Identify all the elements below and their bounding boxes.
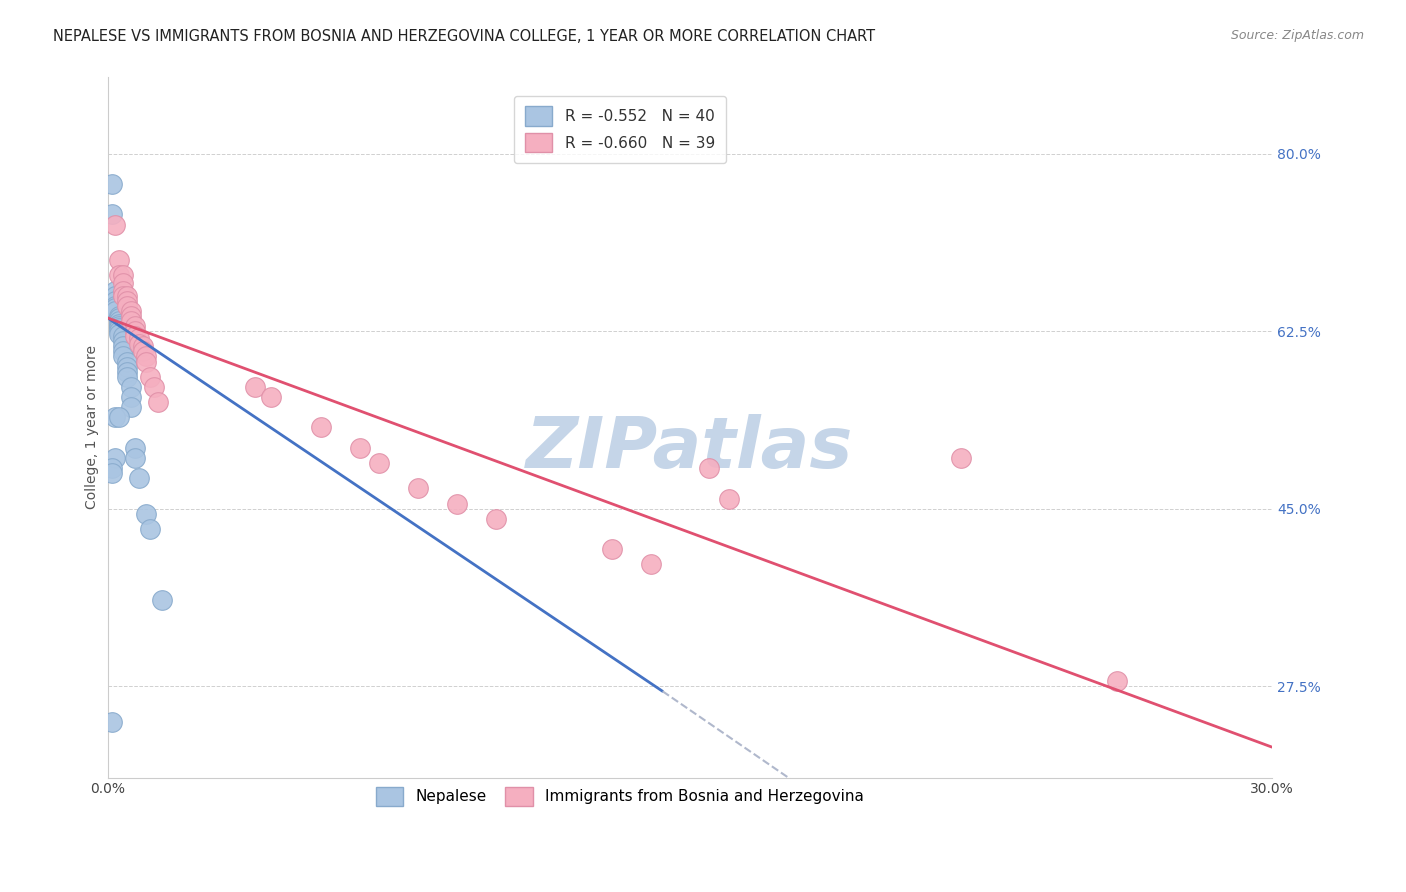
Point: [108, 317, 131, 331]
Point: [120, 401, 142, 415]
Point: [104, 301, 127, 315]
Point: [135, 507, 157, 521]
Point: [717, 491, 740, 506]
Point: [485, 512, 508, 526]
Point: [112, 277, 135, 291]
Point: [950, 450, 973, 465]
Text: NEPALESE VS IMMIGRANTS FROM BOSNIA AND HERZEGOVINA COLLEGE, 1 YEAR OR MORE CORRE: NEPALESE VS IMMIGRANTS FROM BOSNIA AND H…: [53, 29, 876, 44]
Point: [104, 293, 127, 308]
Point: [368, 456, 391, 470]
Point: [128, 471, 150, 485]
Point: [115, 288, 138, 302]
Point: [600, 542, 623, 557]
Point: [115, 365, 138, 379]
Point: [146, 395, 169, 409]
Point: [100, 466, 122, 480]
Point: [115, 354, 138, 368]
Point: [120, 303, 142, 318]
Point: [104, 288, 127, 302]
Point: [135, 354, 157, 368]
Point: [128, 337, 150, 351]
Point: [131, 339, 153, 353]
Point: [108, 324, 131, 338]
Point: [104, 299, 127, 313]
Point: [108, 310, 131, 325]
Point: [100, 714, 122, 729]
Point: [697, 461, 720, 475]
Point: [139, 522, 162, 536]
Point: [108, 309, 131, 323]
Point: [108, 268, 131, 283]
Point: [112, 268, 135, 283]
Point: [112, 339, 135, 353]
Point: [100, 177, 122, 191]
Point: [120, 390, 142, 404]
Point: [135, 350, 157, 364]
Point: [124, 441, 146, 455]
Point: [108, 410, 131, 425]
Point: [124, 450, 146, 465]
Point: [112, 344, 135, 359]
Text: ZIPatlas: ZIPatlas: [526, 414, 853, 483]
Point: [112, 284, 135, 298]
Point: [112, 288, 135, 302]
Point: [115, 369, 138, 384]
Point: [112, 334, 135, 349]
Point: [108, 314, 131, 328]
Point: [104, 410, 127, 425]
Point: [139, 369, 162, 384]
Point: [243, 380, 266, 394]
Point: [124, 319, 146, 334]
Point: [131, 344, 153, 359]
Point: [100, 207, 122, 221]
Point: [120, 309, 142, 323]
Point: [309, 420, 332, 434]
Point: [112, 350, 135, 364]
Point: [104, 284, 127, 298]
Point: [104, 218, 127, 232]
Point: [115, 293, 138, 308]
Legend: Nepalese, Immigrants from Bosnia and Herzegovina: Nepalese, Immigrants from Bosnia and Her…: [367, 778, 873, 815]
Point: [100, 461, 122, 475]
Point: [349, 441, 371, 455]
Point: [104, 450, 127, 465]
Point: [124, 324, 146, 338]
Point: [120, 314, 142, 328]
Point: [108, 321, 131, 335]
Text: Source: ZipAtlas.com: Source: ZipAtlas.com: [1230, 29, 1364, 42]
Point: [124, 329, 146, 343]
Point: [446, 497, 468, 511]
Point: [406, 482, 429, 496]
Point: [115, 359, 138, 374]
Point: [128, 331, 150, 345]
Point: [115, 299, 138, 313]
Point: [104, 303, 127, 318]
Point: [108, 319, 131, 334]
Point: [112, 329, 135, 343]
Point: [150, 593, 173, 607]
Point: [1105, 674, 1128, 689]
Point: [108, 253, 131, 268]
Y-axis label: College, 1 year or more: College, 1 year or more: [86, 345, 100, 509]
Point: [108, 327, 131, 342]
Point: [640, 558, 662, 572]
Point: [143, 380, 166, 394]
Point: [120, 380, 142, 394]
Point: [259, 390, 281, 404]
